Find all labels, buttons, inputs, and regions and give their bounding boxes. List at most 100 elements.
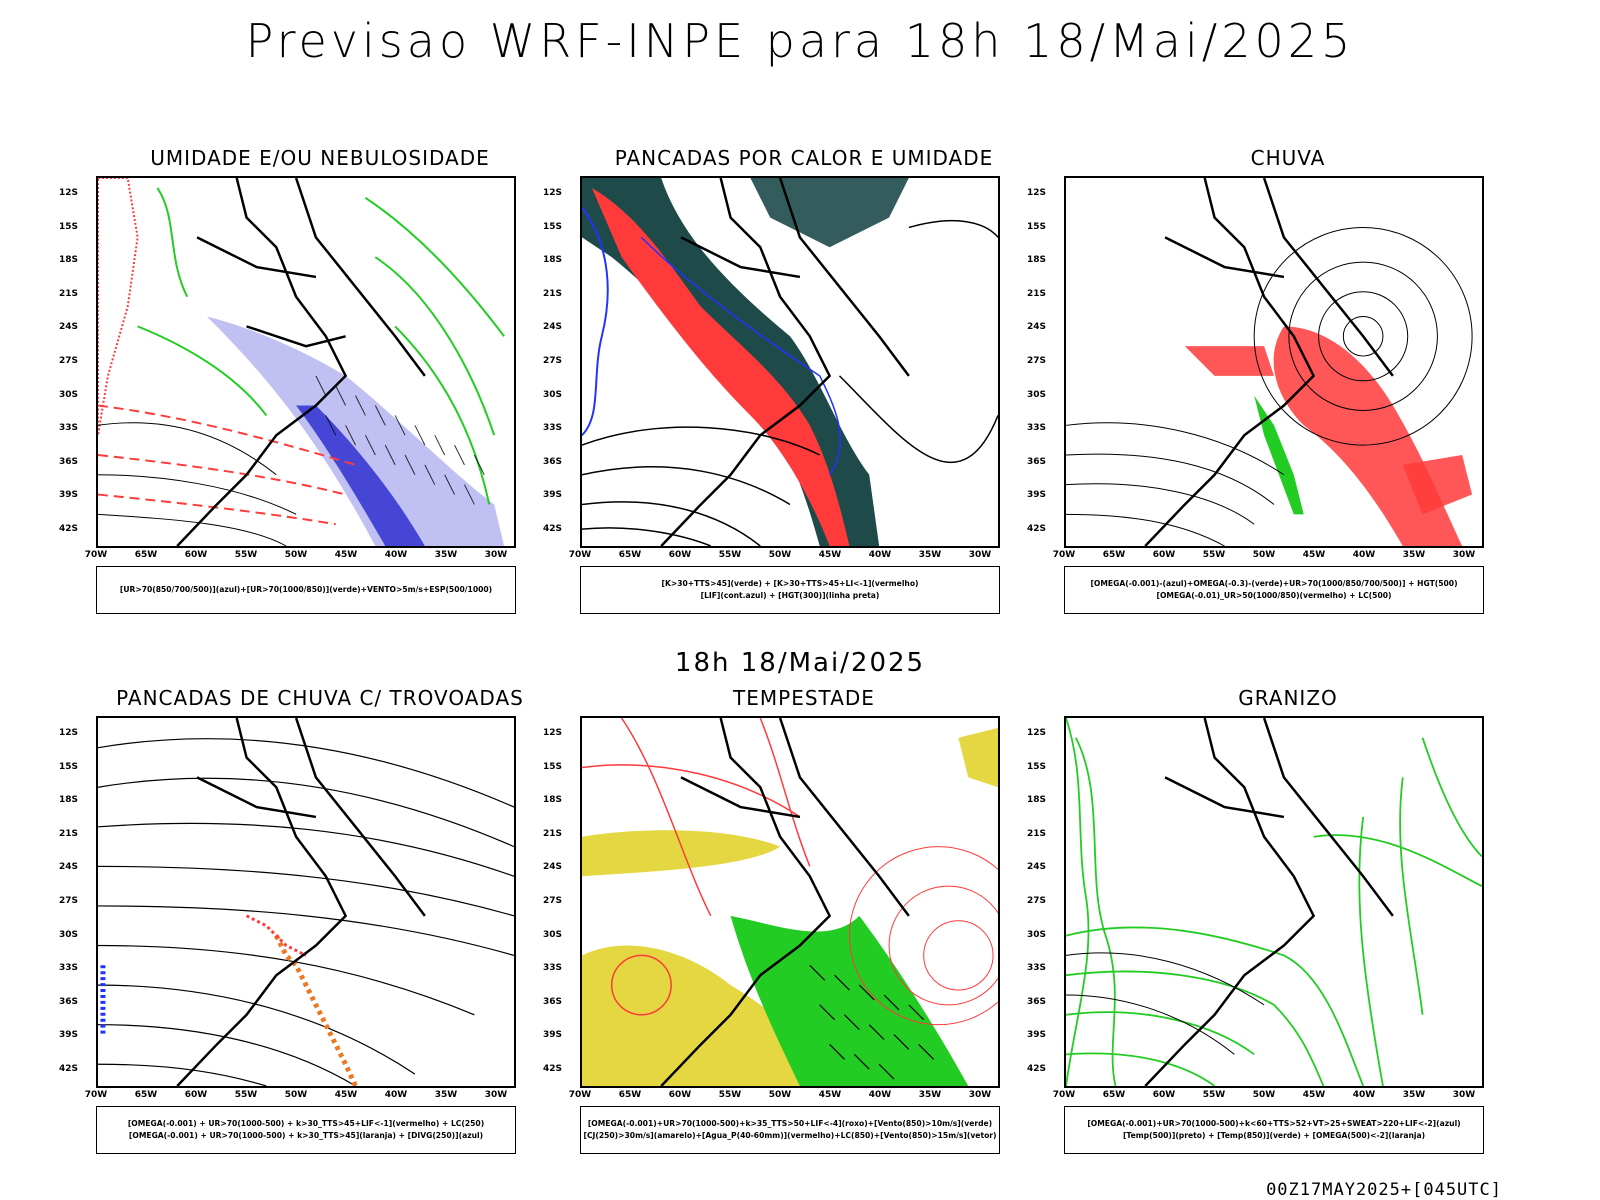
legend-line: [OMEGA(-0.001) + UR>70(1000-500) + k>30_… xyxy=(127,1119,485,1128)
lat-tick-label: 24S xyxy=(1026,322,1046,333)
lat-tick-label: 24S xyxy=(542,322,562,333)
panel-title: GRANIZO xyxy=(1238,686,1338,710)
panel-title: PANCADAS DE CHUVA C/ TROVOADAS xyxy=(116,686,524,710)
legend: [OMEGA(-0.001) + UR>70(1000-500) + k>30_… xyxy=(96,1106,516,1154)
lat-tick-label: 42S xyxy=(58,1064,78,1074)
lat-tick-label: 36S xyxy=(58,456,78,467)
legend-line: [OMEGA(-0.001)-(azul)+OMEGA(-0.3)-(verde… xyxy=(1090,579,1458,588)
legend-line: [Temp(500)](preto) + [Temp(850)](verde) … xyxy=(1122,1131,1426,1140)
lat-tick-label: 24S xyxy=(1026,862,1046,873)
legend-line: [K>30+TTS>45](verde) + [K>30+TTS>45+LI<-… xyxy=(661,579,919,588)
lon-tick-label: 35W xyxy=(434,550,458,560)
lon-tick-label: 55W xyxy=(718,550,742,560)
lat-tick-label: 12S xyxy=(58,728,78,738)
panel-title: TEMPESTADE xyxy=(733,686,875,710)
lon-tick-label: 30W xyxy=(484,1090,508,1100)
legend-line: [OMEGA(-0.001)+UR>70(1000-500)+k>35_TTS>… xyxy=(587,1119,993,1128)
lat-tick-label: 39S xyxy=(542,490,562,501)
lon-tick-label: 30W xyxy=(968,1090,992,1100)
lat-tick-label: 21S xyxy=(542,288,562,299)
lon-tick-label: 40W xyxy=(384,1090,408,1100)
lat-tick-label: 27S xyxy=(542,356,562,366)
lat-tick-label: 21S xyxy=(1026,828,1046,839)
lon-tick-label: 45W xyxy=(818,1090,842,1100)
legend-line: [OMEGA(-0.001)+UR>70(1000-500)+k<60+TTS>… xyxy=(1087,1119,1461,1128)
map-pancadas-calor xyxy=(580,176,1000,548)
lat-tick-label: 21S xyxy=(1026,288,1046,299)
lat-tick-label: 15S xyxy=(542,221,562,232)
lon-tick-label: 70W xyxy=(1052,1090,1076,1100)
lon-tick-label: 30W xyxy=(484,550,508,560)
lat-tick-label: 18S xyxy=(58,795,78,806)
lat-tick-label: 33S xyxy=(1026,423,1046,434)
lat-tick-label: 42S xyxy=(1026,524,1046,534)
lat-tick-label: 36S xyxy=(542,456,562,467)
legend-line: [OMEGA(-0.01)_UR>50(1000/850)(vermelho) … xyxy=(1156,591,1392,600)
lon-tick-label: 65W xyxy=(1102,1090,1126,1100)
lat-tick-label: 27S xyxy=(1026,896,1046,906)
lon-tick-label: 50W xyxy=(284,1090,308,1100)
lat-tick-label: 39S xyxy=(1026,1030,1046,1041)
lat-tick-label: 36S xyxy=(1026,996,1046,1007)
lat-tick-label: 42S xyxy=(542,524,562,534)
lon-tick-label: 65W xyxy=(618,550,642,560)
lat-tick-label: 30S xyxy=(58,929,78,940)
lon-tick-label: 50W xyxy=(768,1090,792,1100)
lat-tick-label: 27S xyxy=(58,896,78,906)
lon-tick-label: 40W xyxy=(1352,550,1376,560)
lat-tick-label: 33S xyxy=(542,423,562,434)
lon-tick-label: 55W xyxy=(718,1090,742,1100)
legend-line: [UR>70(850/700/500)](azul)+[UR>70(1000/8… xyxy=(119,585,493,594)
lat-tick-label: 30S xyxy=(58,389,78,400)
lat-tick-label: 15S xyxy=(58,761,78,772)
lon-tick-label: 70W xyxy=(84,550,108,560)
lat-tick-label: 18S xyxy=(1026,795,1046,806)
panel-title: UMIDADE E/OU NEBULOSIDADE xyxy=(150,146,490,170)
lon-tick-label: 30W xyxy=(968,550,992,560)
lat-tick-label: 33S xyxy=(58,963,78,974)
lon-tick-label: 55W xyxy=(1202,550,1226,560)
lon-tick-label: 65W xyxy=(134,550,158,560)
lon-tick-label: 70W xyxy=(568,1090,592,1100)
lon-tick-label: 60W xyxy=(668,550,692,560)
legend: [OMEGA(-0.001)+UR>70(1000-500)+k<60+TTS>… xyxy=(1064,1106,1484,1154)
lon-tick-label: 50W xyxy=(768,550,792,560)
lon-tick-label: 40W xyxy=(868,1090,892,1100)
lat-tick-label: 15S xyxy=(58,221,78,232)
lon-tick-label: 40W xyxy=(384,550,408,560)
main-title: Previsao WRF-INPE para 18h 18/Mai/2025 xyxy=(245,14,1355,68)
lat-tick-label: 18S xyxy=(1026,255,1046,266)
lon-tick-label: 45W xyxy=(818,550,842,560)
lat-tick-label: 24S xyxy=(58,862,78,873)
lon-tick-label: 70W xyxy=(1052,550,1076,560)
lat-tick-label: 36S xyxy=(1026,456,1046,467)
lon-tick-label: 65W xyxy=(618,1090,642,1100)
lon-tick-label: 30W xyxy=(1452,1090,1476,1100)
lat-tick-label: 27S xyxy=(1026,356,1046,366)
lat-tick-label: 15S xyxy=(1026,221,1046,232)
legend: [OMEGA(-0.001)+UR>70(1000-500)+k>35_TTS>… xyxy=(580,1106,1000,1154)
lat-tick-label: 18S xyxy=(542,795,562,806)
lon-tick-label: 70W xyxy=(84,1090,108,1100)
lat-tick-label: 42S xyxy=(1026,1064,1046,1074)
lat-tick-label: 15S xyxy=(1026,761,1046,772)
run-timestamp: 00Z17MAY2025+[045UTC] xyxy=(1266,1180,1502,1200)
lon-tick-label: 65W xyxy=(134,1090,158,1100)
lon-tick-label: 40W xyxy=(868,550,892,560)
lon-tick-label: 60W xyxy=(668,1090,692,1100)
legend-line: [CJ(250)>30m/s](amarelo)+[Agua_P(40-60mm… xyxy=(583,1131,997,1140)
map-pancadas-trovoadas xyxy=(96,716,516,1088)
lon-tick-label: 50W xyxy=(1252,1090,1276,1100)
map-chuva xyxy=(1064,176,1484,548)
lat-tick-label: 33S xyxy=(58,423,78,434)
lat-tick-label: 33S xyxy=(1026,963,1046,974)
lat-tick-label: 24S xyxy=(542,862,562,873)
lat-tick-label: 12S xyxy=(1026,728,1046,738)
lat-tick-label: 15S xyxy=(542,761,562,772)
lon-tick-label: 30W xyxy=(1452,550,1476,560)
legend: [K>30+TTS>45](verde) + [K>30+TTS>45+LI<-… xyxy=(580,566,1000,614)
lat-tick-label: 18S xyxy=(58,255,78,266)
mid-title: 18h 18/Mai/2025 xyxy=(674,648,926,678)
lat-tick-label: 21S xyxy=(58,828,78,839)
lon-tick-label: 45W xyxy=(1302,1090,1326,1100)
